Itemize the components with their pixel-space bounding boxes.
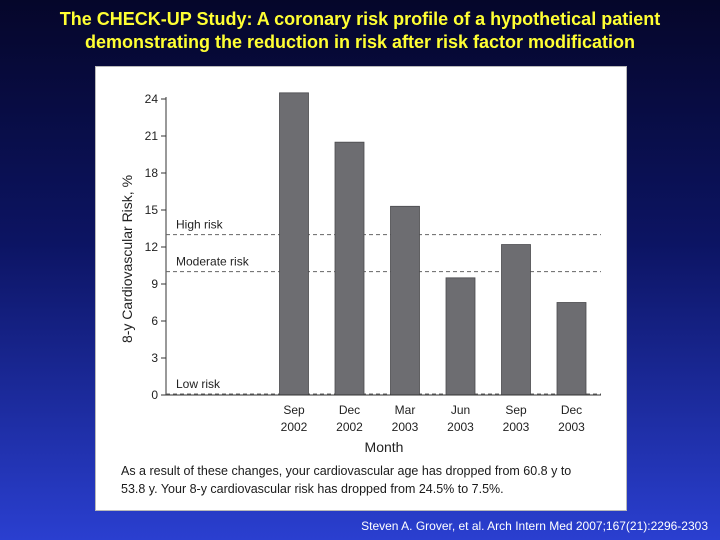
risk-bar-chart: 8-y Cardiovascular Risk, % Month 0 3 6 9 12 1… (119, 92, 601, 455)
x-axis-label: Month (365, 439, 404, 455)
x-tick-label: Dec (339, 403, 360, 417)
slide-title-line-2: demonstrating the reduction in risk afte… (84, 32, 636, 52)
chart-caption: As a result of these changes, your cardi… (121, 462, 601, 498)
y-tick-label: 15 (145, 203, 159, 217)
x-tick-label: 2003 (503, 420, 530, 434)
y-tick-label: 18 (145, 166, 159, 180)
x-tick-label: Mar (395, 403, 416, 417)
y-tick-label: 3 (151, 351, 158, 365)
bar (445, 277, 476, 396)
x-tick-label: Dec (561, 403, 582, 417)
reference-line-label: High risk (176, 218, 224, 232)
bar (501, 244, 531, 396)
bar (390, 205, 420, 396)
y-tick-label: 9 (151, 277, 158, 291)
slide-title: The CHECK-UP Study: A coronary risk prof… (0, 8, 720, 54)
y-tick-label: 6 (151, 314, 158, 328)
x-tick-label: Sep (283, 403, 305, 417)
slide-title-line-1: The CHECK-UP Study: A coronary risk prof… (59, 9, 661, 29)
x-tick-label: Jun (451, 403, 470, 417)
caption-line-1: As a result of these changes, your cardi… (121, 464, 572, 478)
reference-line-label: Moderate risk (176, 255, 250, 269)
x-tick-label: Sep (505, 403, 527, 417)
bar (556, 302, 587, 396)
y-tick-label: 12 (145, 240, 159, 254)
caption-line-2: 53.8 y. Your 8-y cardiovascular risk has… (121, 482, 504, 496)
x-tick-label: 2003 (558, 420, 585, 434)
x-tick-label: 2002 (281, 420, 308, 434)
y-axis-label: 8-y Cardiovascular Risk, % (119, 175, 135, 343)
x-tick-label: 2003 (447, 420, 474, 434)
y-tick-label: 24 (145, 92, 159, 106)
x-tick-label: 2002 (336, 420, 363, 434)
y-tick-label: 0 (151, 388, 158, 402)
bar (279, 92, 309, 396)
citation: Steven A. Grover, et al. Arch Intern Med… (361, 519, 708, 533)
reference-line-label: Low risk (176, 377, 221, 391)
y-tick-label: 21 (145, 129, 159, 143)
bar (334, 141, 365, 396)
x-tick-label: 2003 (392, 420, 419, 434)
figure-panel: 8-y Cardiovascular Risk, % Month 0 3 6 9 12 1… (95, 66, 627, 511)
